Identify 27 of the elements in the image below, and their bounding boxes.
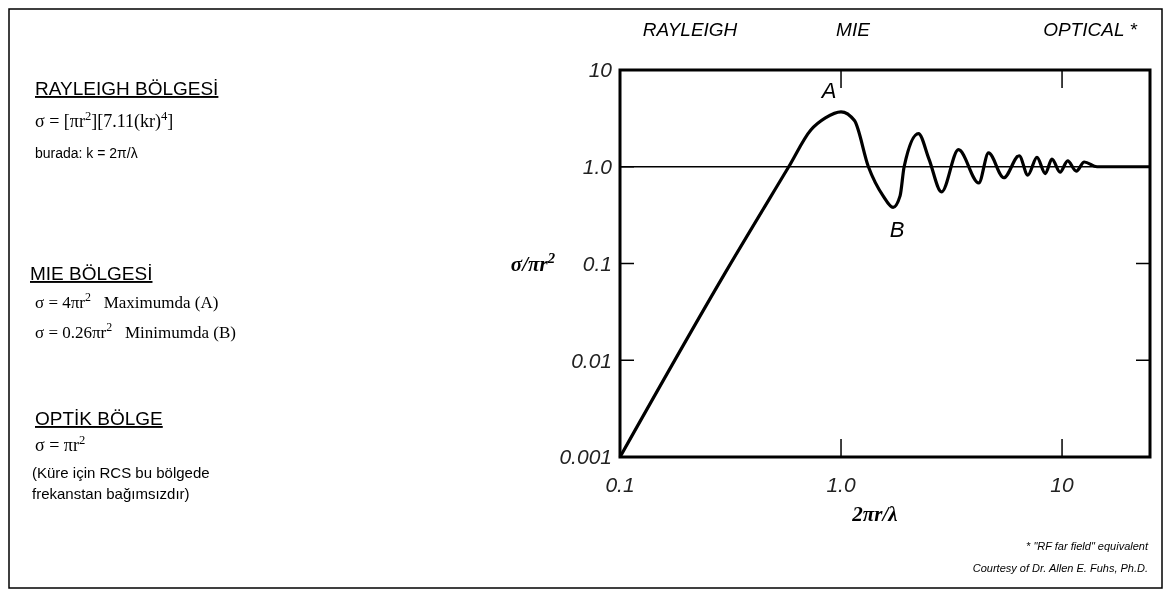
y-tick-label: 0.001 xyxy=(559,445,612,469)
text: * "RF far field" equivalent xyxy=(1026,540,1149,552)
text: OPTICAL * xyxy=(1043,19,1138,40)
text: MIE xyxy=(836,19,871,40)
y-tick-label: 1.0 xyxy=(582,155,613,179)
x-tick-label: 10 xyxy=(1050,473,1075,496)
annotation: A xyxy=(819,77,837,103)
text: σ = 0.26πr$^{2}$ Minimumda (B) xyxy=(35,320,236,342)
text: σ = 4πr$^{2}$ Maximumda (A) xyxy=(35,290,219,312)
text: OPTİK BÖLGE xyxy=(35,408,163,429)
y-axis-title: σ/πr$^{2}$ xyxy=(510,249,555,276)
text: Courtesy of Dr. Allen E. Fuhs, Ph.D. xyxy=(972,562,1148,574)
text: σ = [πr$^{2}$][7.11(kr)$^{4}$] xyxy=(35,109,174,132)
y-tick-label: 10 xyxy=(588,58,613,82)
x-tick-label: 0.1 xyxy=(605,473,635,496)
text: MIE BÖLGESİ xyxy=(30,263,153,284)
text: (Küre için RCS bu bölgede xyxy=(32,464,210,481)
y-tick-label: 0.01 xyxy=(571,348,612,372)
annotation: B xyxy=(889,217,905,243)
text: σ = πr$^{2}$ xyxy=(35,433,86,455)
text: frekanstan bağımsızdır) xyxy=(32,485,190,502)
text: RAYLEIGH xyxy=(642,19,738,40)
y-tick-label: 0.1 xyxy=(582,251,612,275)
text: RAYLEIGH BÖLGESİ xyxy=(35,78,219,99)
x-tick-label: 1.0 xyxy=(826,473,856,496)
text: burada: k = 2π/λ xyxy=(35,145,138,161)
x-axis-title: 2πr/λ xyxy=(851,502,898,526)
